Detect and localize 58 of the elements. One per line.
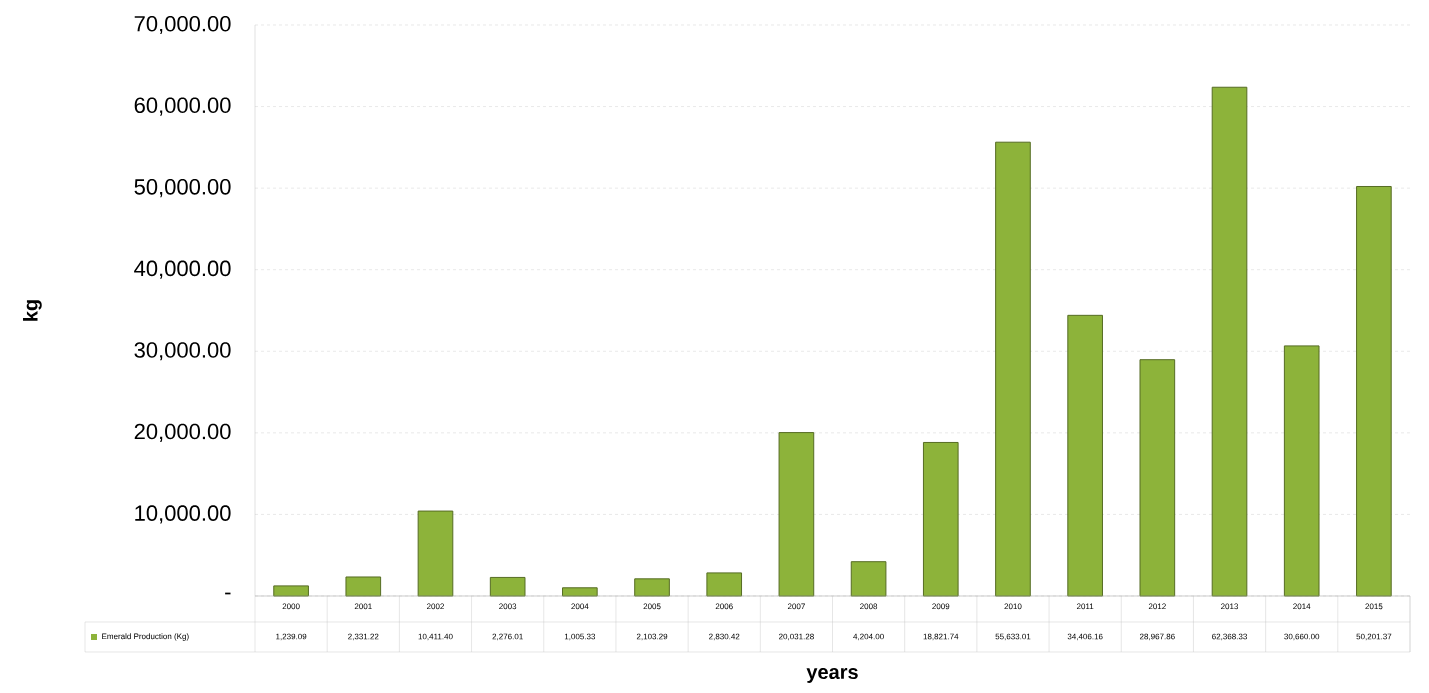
x-tick-label: 2010 [1004, 603, 1022, 610]
x-tick-label: 2014 [1293, 603, 1311, 610]
data-label: 62,368.33 [1212, 633, 1247, 641]
bar [1356, 186, 1392, 597]
data-label: 2,276.01 [492, 633, 523, 641]
data-label: 55,633.01 [995, 633, 1031, 641]
data-label: 2,830.42 [709, 633, 740, 641]
bar [417, 510, 454, 597]
x-tick-label: 2011 [1076, 603, 1094, 610]
y-tick-label: 30,000.00 [134, 342, 231, 361]
data-label: 10,411.40 [418, 633, 453, 641]
x-tick-label: 2009 [932, 603, 950, 610]
bar [850, 561, 887, 597]
legend-label: Emerald Production (Kg) [102, 633, 189, 641]
y-tick-label: 70,000.00 [134, 15, 231, 35]
bar [778, 432, 815, 597]
x-tick-label: 2008 [860, 603, 878, 610]
bar [1211, 86, 1248, 597]
bar [706, 572, 743, 597]
data-label: 4,204.00 [853, 633, 884, 641]
x-tick-label: 2007 [787, 603, 805, 610]
x-tick-label: 2003 [499, 603, 517, 610]
x-axis-title: years [806, 668, 858, 683]
x-tick-label: 2005 [643, 603, 661, 610]
y-tick-label: 60,000.00 [134, 97, 231, 116]
bar [634, 578, 670, 597]
y-tick-label: - [225, 592, 231, 595]
data-label: 2,331.22 [348, 633, 379, 641]
data-label: 30,660.00 [1284, 633, 1320, 641]
data-label: 1,239.09 [276, 633, 307, 641]
x-tick-label: 2006 [715, 603, 733, 610]
y-tick-label: 50,000.00 [134, 179, 231, 198]
bar [273, 585, 309, 597]
bar [1139, 359, 1176, 597]
bar [995, 141, 1031, 597]
bar [489, 576, 526, 597]
x-tick-label: 2000 [282, 603, 300, 610]
y-tick-label: 20,000.00 [134, 423, 231, 442]
x-tick-label: 2012 [1148, 603, 1166, 610]
bar [345, 576, 382, 597]
y-axis-title: kg [23, 300, 42, 321]
x-tick-label: 2013 [1221, 603, 1239, 610]
bar [1283, 345, 1320, 597]
data-label: 28,967.86 [1139, 633, 1175, 641]
data-label: 18,821.74 [923, 633, 959, 641]
data-label: 1,005.33 [564, 633, 596, 641]
x-tick-label: 2002 [426, 603, 444, 610]
x-tick-label: 2001 [354, 603, 372, 610]
bar [922, 441, 959, 597]
y-tick-label: 10,000.00 [135, 505, 231, 524]
data-label: 50,201.37 [1356, 633, 1392, 641]
x-tick-label: 2015 [1365, 603, 1383, 610]
bar [1067, 314, 1103, 597]
data-label: 20,031.28 [779, 633, 814, 641]
x-tick-label: 2004 [571, 603, 589, 610]
data-label: 34,406.16 [1067, 633, 1103, 641]
data-label: 2,103.29 [636, 633, 668, 641]
y-tick-label: 40,000.00 [134, 260, 231, 279]
